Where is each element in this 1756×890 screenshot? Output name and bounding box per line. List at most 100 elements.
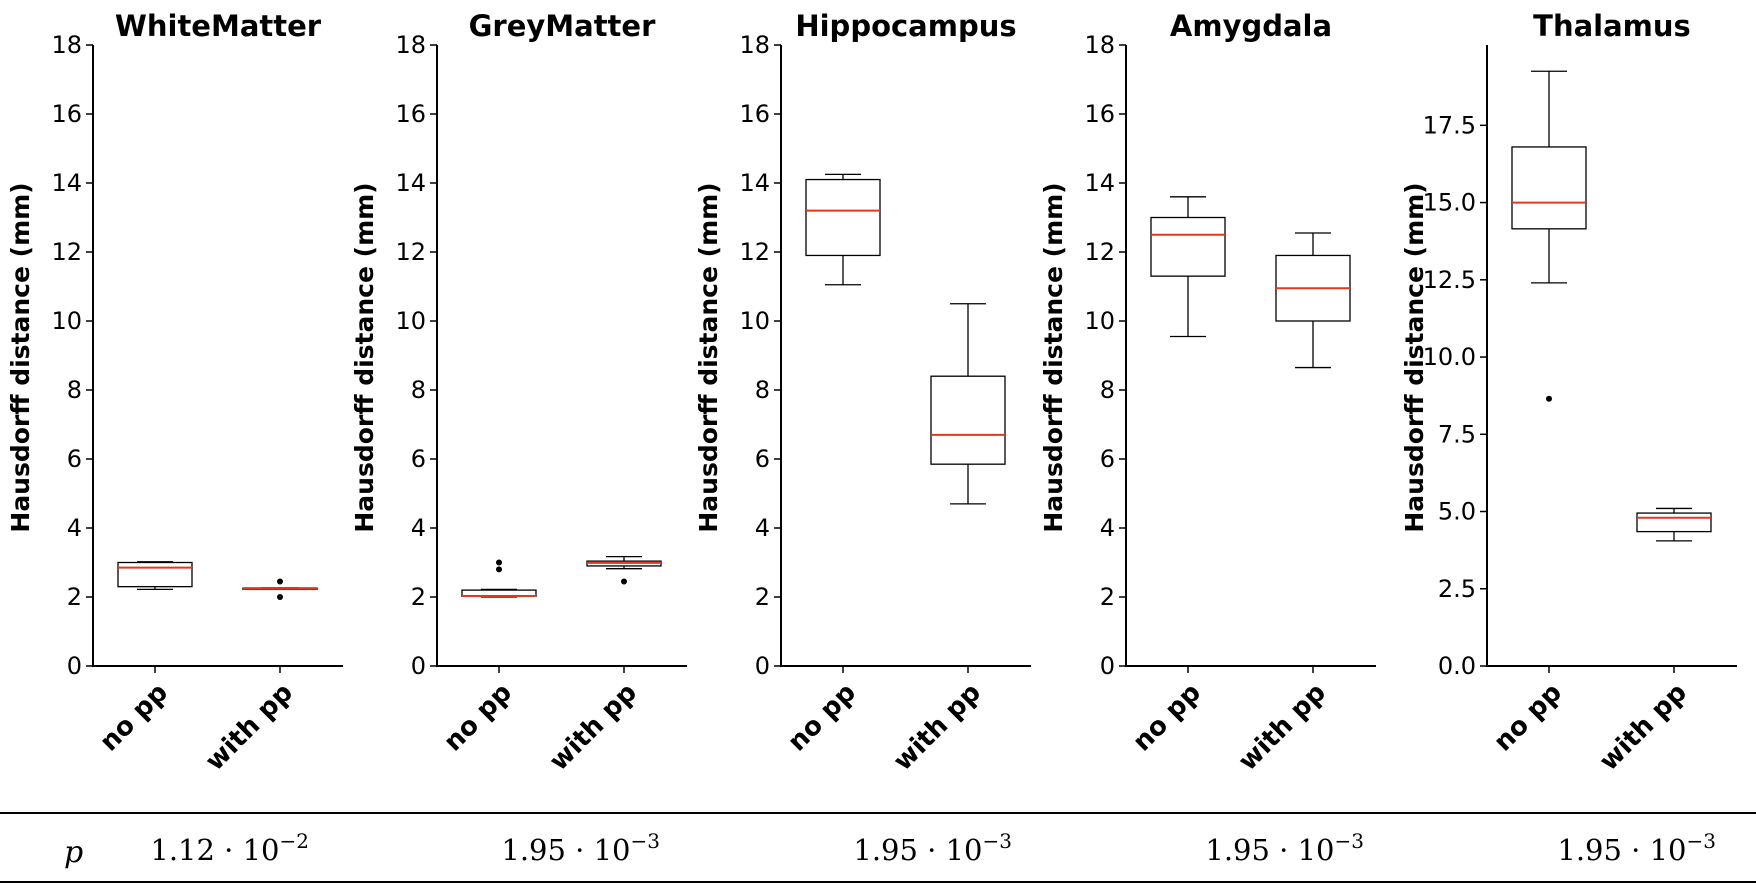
y-tick-label: 6 — [67, 445, 82, 473]
y-tick-label: 2 — [67, 583, 82, 611]
y-tick-label: 15.0 — [1423, 189, 1476, 217]
x-tick-label: no pp — [94, 678, 174, 758]
p-value-mantissa: 1.95 · 10 — [1557, 833, 1686, 867]
outlier-point — [496, 566, 502, 573]
p-value: 1.95 · 10−3 — [501, 829, 660, 867]
box-with-pp: with pp — [888, 303, 1006, 777]
y-tick-label: 0.0 — [1438, 652, 1476, 680]
y-tick-label: 2.5 — [1438, 575, 1476, 603]
panel-title: GreyMatter — [469, 9, 656, 43]
y-axis-label: Hausdorff distance (mm) — [694, 182, 723, 532]
y-tick-label: 2 — [1100, 583, 1115, 611]
y-tick-label: 14 — [1084, 169, 1115, 197]
p-value: 1.95 · 10−3 — [853, 829, 1012, 867]
x-tick-label: no pp — [782, 678, 862, 758]
y-tick-label: 12 — [739, 238, 770, 266]
outlier-point — [621, 578, 627, 585]
p-value-mantissa: 1.95 · 10 — [501, 833, 630, 867]
y-axis-label: Hausdorff distance (mm) — [1039, 182, 1068, 532]
p-label: p — [64, 835, 83, 870]
box-no-pp: no pp — [1127, 196, 1226, 758]
outlier-point — [277, 594, 283, 600]
y-tick-label: 18 — [395, 31, 426, 59]
y-tick-label: 16 — [395, 100, 426, 128]
y-tick-label: 10 — [1084, 307, 1115, 335]
y-tick-label: 12 — [51, 238, 82, 266]
box-with-pp: with pp — [1233, 232, 1351, 777]
x-tick-label: with pp — [200, 678, 299, 777]
y-tick-label: 12 — [1084, 238, 1115, 266]
y-tick-label: 16 — [739, 100, 770, 128]
y-tick-label: 10 — [739, 307, 770, 335]
x-tick-label: no pp — [1488, 678, 1568, 758]
boxplot-panels: WhiteMatter 0 2 4 6 8 10 12 14 16 18 Hausdorff dist… — [6, 9, 1737, 777]
p-value-mantissa: 1.95 · 10 — [853, 833, 982, 867]
x-tick-label: with pp — [888, 678, 987, 777]
x-tick-label: no pp — [438, 678, 518, 758]
y-tick-label: 16 — [1084, 100, 1115, 128]
y-axis-label: Hausdorff distance (mm) — [6, 182, 35, 532]
y-tick-label: 18 — [739, 31, 770, 59]
iqr-box — [805, 178, 881, 257]
y-tick-label: 6 — [1100, 445, 1115, 473]
p-value: 1.95 · 10−3 — [1205, 829, 1364, 867]
y-tick-label: 8 — [411, 376, 426, 404]
box-with-pp: with pp — [1594, 507, 1712, 777]
iqr-box — [117, 561, 193, 588]
p-value: 1.12 · 10−2 — [150, 829, 309, 867]
panel-title: Amygdala — [1170, 9, 1332, 43]
panel-thalamus: Thalamus 0.0 2.5 5.0 7.5 10.0 12.5 15.0 17.5 Haus… — [1400, 9, 1737, 777]
panel-title: Hippocampus — [795, 9, 1016, 43]
x-tick-label: with pp — [544, 678, 643, 777]
box-no-pp: no pp — [782, 173, 881, 758]
panel-whitematter: WhiteMatter 0 2 4 6 8 10 12 14 16 18 Hausdorff dist… — [6, 9, 343, 777]
iqr-box — [1636, 512, 1712, 533]
y-tick-label: 7.5 — [1438, 420, 1476, 448]
y-tick-label: 4 — [411, 514, 426, 542]
y-tick-label: 10.0 — [1423, 343, 1476, 371]
y-tick-label: 0 — [1100, 652, 1115, 680]
y-tick-label: 6 — [411, 445, 426, 473]
y-tick-label: 6 — [755, 445, 770, 473]
y-tick-label: 18 — [51, 31, 82, 59]
x-tick-label: with pp — [1594, 678, 1693, 777]
y-tick-label: 14 — [395, 169, 426, 197]
y-tick-label: 4 — [1100, 514, 1115, 542]
y-tick-label: 14 — [51, 169, 82, 197]
p-value-exponent: −3 — [1335, 829, 1364, 853]
p-value-exponent: −3 — [983, 829, 1012, 853]
p-value: 1.95 · 10−3 — [1557, 829, 1716, 867]
p-value-exponent: −2 — [280, 829, 309, 853]
panel-title: Thalamus — [1533, 9, 1691, 43]
panel-title: WhiteMatter — [115, 9, 322, 43]
y-tick-label: 2 — [411, 583, 426, 611]
y-tick-label: 0 — [67, 652, 82, 680]
y-tick-label: 12.5 — [1423, 266, 1476, 294]
box-no-pp: no pp — [1488, 70, 1587, 758]
outlier-point — [1546, 395, 1552, 402]
y-tick-label: 4 — [67, 514, 82, 542]
y-tick-label: 8 — [67, 376, 82, 404]
y-tick-label: 10 — [51, 307, 82, 335]
y-tick-label: 8 — [755, 376, 770, 404]
y-tick-label: 18 — [1084, 31, 1115, 59]
y-tick-label: 14 — [739, 169, 770, 197]
y-tick-label: 0 — [411, 652, 426, 680]
panel-greymatter: GreyMatter 0 2 4 6 8 10 12 14 16 18 Hausdorff dista… — [350, 9, 687, 777]
x-tick-label: no pp — [1127, 678, 1207, 758]
p-values: 1.12 · 10−2 1.95 · 10−3 1.95 · 10−3 1.95 · … — [150, 829, 1716, 867]
x-tick-label: with pp — [1233, 678, 1332, 777]
iqr-box — [930, 375, 1006, 465]
y-tick-label: 10 — [395, 307, 426, 335]
box-no-pp: no pp — [438, 559, 537, 758]
p-value-table: p 1.12 · 10−2 1.95 · 10−3 1.95 · 10−3 1.95 … — [0, 812, 1756, 883]
p-value-exponent: −3 — [1687, 829, 1716, 853]
y-axis-label: Hausdorff distance (mm) — [1400, 182, 1429, 532]
iqr-box — [1150, 216, 1226, 277]
y-tick-label: 0 — [755, 652, 770, 680]
box-with-pp: with pp — [200, 578, 318, 777]
outlier-point — [496, 559, 502, 566]
y-tick-label: 12 — [395, 238, 426, 266]
y-tick-label: 17.5 — [1423, 111, 1476, 139]
